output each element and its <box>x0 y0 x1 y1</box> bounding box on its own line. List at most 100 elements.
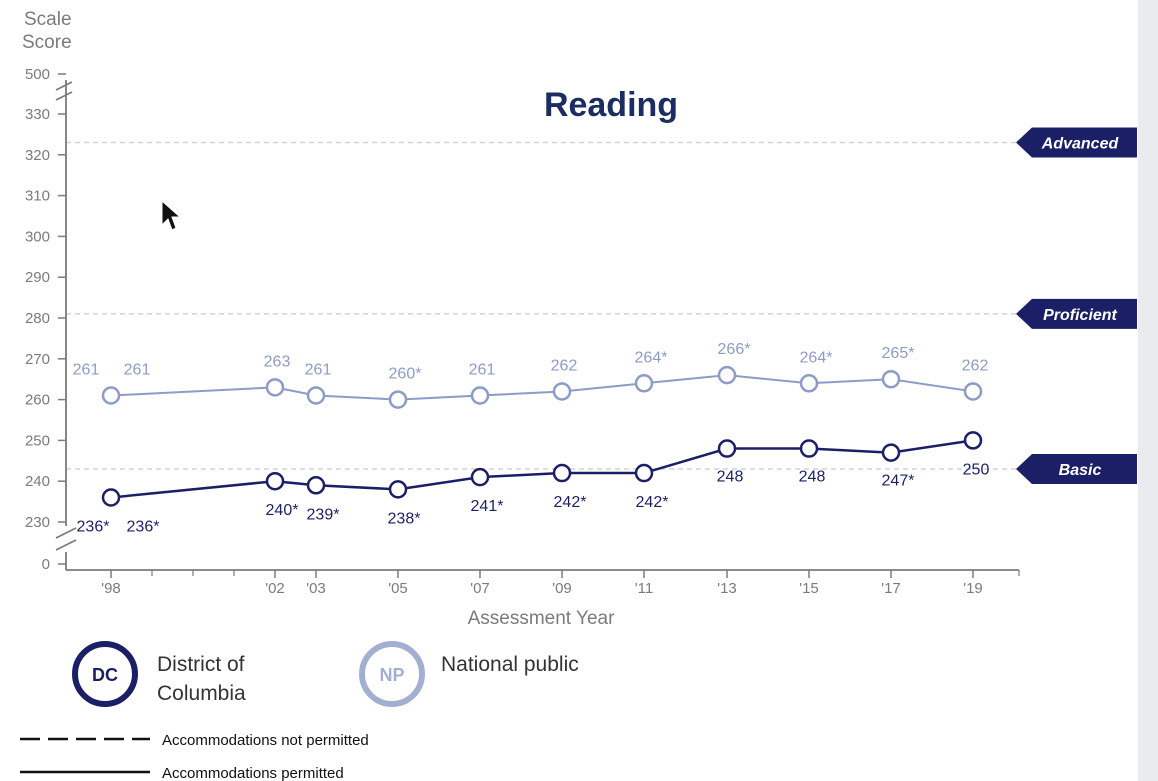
achievement-levels: Advanced Proficient Basic <box>66 127 1137 484</box>
y-axis-title-line2: Score <box>22 32 72 53</box>
data-label-dc: 236* <box>77 519 110 536</box>
point-dc-'07 <box>470 467 490 487</box>
x-tick-label: '07 <box>470 580 490 597</box>
data-label-np: 261 <box>124 362 151 379</box>
np-badge-text: NP <box>379 665 404 685</box>
x-tick-label: '98 <box>101 580 121 597</box>
data-label-dc: 247* <box>882 473 915 490</box>
axes: 0 230 240 250 260 270 280 290 300 310 320 330 500 '98… <box>25 66 1020 597</box>
y-tick-label: 330 <box>25 106 50 123</box>
point-np-'19 <box>963 382 983 401</box>
y-tick-label: 240 <box>25 473 50 490</box>
data-label-np: 261 <box>73 362 100 379</box>
point-dc-'11 <box>634 463 654 483</box>
series-dc: 236* 236* 240* 239* 238* 241* 242* 242* 248 248 24… <box>77 431 989 536</box>
legend-dc: DC District of Columbia <box>72 641 246 707</box>
x-tick-label: '17 <box>881 580 901 597</box>
y-tick-label: 230 <box>25 514 50 531</box>
series: 261 261 263 261 260* 261 262 264* 266* 264* 265* 26… <box>73 341 990 535</box>
legend-np: NP National public <box>359 641 579 707</box>
data-label-np: 266* <box>718 341 751 358</box>
point-np-'11 <box>634 374 654 393</box>
achievement-tag-proficient: Proficient <box>1016 298 1137 329</box>
point-np-'03 <box>306 386 326 405</box>
x-tick-label: '09 <box>552 580 572 597</box>
y-axis-break-top-icon <box>55 81 73 101</box>
achievement-tag-shape <box>1016 298 1137 329</box>
point-dc-'09 <box>552 463 572 483</box>
series-np: 261 261 263 261 260* 261 262 264* 266* 264* 265* 26… <box>73 341 989 409</box>
achievement-tag-shape <box>1016 453 1137 484</box>
data-label-dc: 241* <box>471 498 504 515</box>
data-label-dc: 239* <box>307 506 340 523</box>
y-tick-label: 250 <box>25 432 50 449</box>
data-label-dc: 242* <box>636 494 669 511</box>
achievement-tag-shape <box>1016 127 1137 158</box>
point-np-'09 <box>552 382 572 401</box>
x-tick-label: '15 <box>799 580 819 597</box>
dc-badge-icon <box>72 641 138 707</box>
point-dc-'03 <box>306 476 326 495</box>
point-dc-'19 <box>963 431 983 450</box>
y-tick-label: 260 <box>25 392 50 409</box>
np-legend-line1: National public <box>441 653 579 676</box>
point-dc-'98 <box>101 488 121 507</box>
point-np-'05 <box>388 390 408 409</box>
np-badge-icon <box>359 641 425 707</box>
achievement-label-proficient: Proficient <box>1043 307 1117 324</box>
x-tick-label: '05 <box>388 580 408 597</box>
point-dc-'15 <box>799 439 819 458</box>
y-tick-label: 290 <box>25 269 50 286</box>
dc-badge-text: DC <box>92 665 118 685</box>
x-tick-label: '11 <box>635 580 653 597</box>
y-tick-label: 310 <box>25 188 50 205</box>
y-tick-label: 500 <box>25 66 50 83</box>
series-line-np <box>110 374 974 401</box>
data-label-np: 263 <box>264 353 291 370</box>
y-tick-label: 300 <box>25 228 50 245</box>
point-np-'07 <box>470 386 490 405</box>
x-tick-label: '13 <box>717 580 737 597</box>
y-tick-label: 280 <box>25 310 50 327</box>
x-tick-label: '03 <box>306 580 326 597</box>
achievement-label-basic: Basic <box>1059 462 1102 479</box>
point-np-'02 <box>265 378 285 397</box>
data-label-dc: 248 <box>717 469 744 486</box>
dc-legend-line2: Columbia <box>157 682 246 705</box>
achievement-tag-advanced: Advanced <box>1016 127 1137 158</box>
y-tick-label: 320 <box>25 147 50 164</box>
point-np-'15 <box>799 374 819 393</box>
data-label-np: 260* <box>389 366 422 383</box>
data-label-np: 262 <box>962 357 989 374</box>
point-dc-'13 <box>717 439 737 458</box>
mouse-cursor-icon <box>161 199 182 231</box>
achievement-label-advanced: Advanced <box>1041 136 1120 153</box>
y-tick-label: 270 <box>25 351 50 368</box>
point-np-'17 <box>881 369 901 389</box>
solid-line-label: Accommodations permitted <box>162 765 344 781</box>
chart-title: Reading <box>544 86 678 124</box>
data-label-dc: 238* <box>388 510 421 527</box>
dashed-line-label: Accommodations not permitted <box>162 732 369 749</box>
point-np-'98 <box>101 386 121 405</box>
point-np-'13 <box>717 365 737 385</box>
dc-legend-line1: District of <box>157 653 245 676</box>
y-tick-label: 0 <box>42 556 50 573</box>
data-label-np: 264* <box>800 349 833 366</box>
x-tick-label: '02 <box>265 580 285 597</box>
data-label-np: 264* <box>635 349 668 366</box>
x-axis-title: Assessment Year <box>468 608 615 629</box>
data-label-np: 262 <box>551 357 578 374</box>
y-axis-title-line1: Scale <box>24 9 72 30</box>
right-edge-strip <box>1138 0 1158 781</box>
data-label-np: 265* <box>882 345 915 362</box>
y-axis-break-bottom-icon <box>55 527 77 551</box>
data-label-dc: 248 <box>799 469 826 486</box>
data-label-dc: 240* <box>266 502 299 519</box>
line-style-legend: Accommodations not permitted Accommodati… <box>20 732 369 781</box>
achievement-tag-basic: Basic <box>1016 453 1137 484</box>
point-dc-'02 <box>265 471 285 491</box>
x-tick-label: '19 <box>963 580 983 597</box>
data-label-dc: 236* <box>127 519 160 536</box>
